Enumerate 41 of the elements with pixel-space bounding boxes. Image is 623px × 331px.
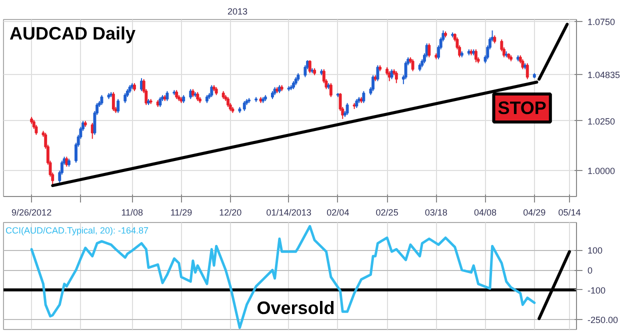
- x-tick-label: 12/20: [219, 208, 242, 218]
- annotation: Oversold: [256, 298, 335, 318]
- x-tick-label: 02/25: [376, 208, 398, 218]
- candlestick: [116, 98, 120, 114]
- y-tick-label: 1.04835: [588, 70, 620, 80]
- x-tick-label: 03/18: [424, 208, 448, 218]
- x-tick-label: 04/08: [474, 208, 497, 218]
- candlestick: [34, 124, 38, 136]
- candlestick: [428, 42, 431, 58]
- x-tick-label: 11/29: [170, 208, 192, 218]
- candlestick: [304, 64, 307, 78]
- chart-title: AUDCAD Daily: [10, 24, 136, 44]
- candlestick: [411, 58, 414, 72]
- y-tick-label: 1.0750: [588, 16, 616, 27]
- y-tick-label: -100: [588, 285, 606, 296]
- candlestick: [346, 102, 349, 116]
- candlestick: [166, 90, 169, 102]
- x-tick-label: 01/14/2013: [266, 208, 312, 218]
- y-tick-label: 1.0000: [588, 166, 616, 176]
- y-tick-label: 100: [588, 246, 603, 256]
- candlestick: [394, 70, 398, 84]
- candlestick: [124, 92, 127, 104]
- text: 2013: [228, 6, 248, 16]
- x-tick-label: 05/14: [558, 208, 581, 218]
- chart-title: CCI(AUD/CAD.Typical, 20): -164.87: [6, 226, 149, 236]
- candlestick: [226, 96, 230, 108]
- candlestick: [372, 74, 374, 92]
- candlestick: [362, 90, 366, 104]
- x-tick-label: 04/29: [523, 208, 546, 218]
- y-tick-label: 0: [588, 266, 593, 276]
- candlestick: [242, 100, 246, 112]
- x-tick-label: 9/26/2012: [12, 208, 52, 218]
- x-tick-label: 11/08: [121, 208, 144, 218]
- candlestick: [100, 94, 104, 106]
- y-tick-label: 1.0250: [588, 116, 616, 126]
- y-tick-label: -250.00: [588, 315, 618, 326]
- x-tick-label: 02/04: [326, 208, 350, 218]
- candlestick: [376, 64, 380, 82]
- candlestick: [521, 58, 524, 70]
- candlestick: [158, 96, 162, 108]
- annotation: STOP: [498, 98, 546, 118]
